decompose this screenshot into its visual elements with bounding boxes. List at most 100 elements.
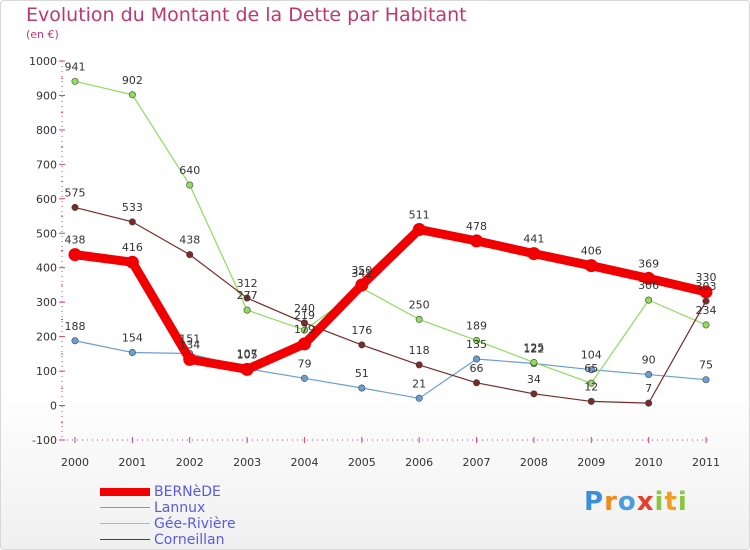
series-1-line bbox=[74, 340, 707, 399]
series-2-point bbox=[128, 91, 136, 99]
series-2-point bbox=[300, 326, 308, 334]
series-3-point bbox=[415, 361, 423, 369]
series-0-data-label: 406 bbox=[581, 245, 602, 258]
series-1-data-label: 79 bbox=[297, 357, 311, 370]
legend: BERNèDE Lannux Gée-Rivière Corneillan bbox=[100, 484, 300, 548]
proxiti-logo[interactable]: Proxiti bbox=[584, 487, 688, 517]
chart-title: Evolution du Montant de la Dette par Hab… bbox=[26, 4, 467, 26]
legend-swatch-gee-riviere bbox=[100, 523, 150, 524]
series-0-data-label: 441 bbox=[523, 233, 544, 246]
legend-label-lannux: Lannux bbox=[154, 500, 206, 516]
series-2-data-label: 234 bbox=[696, 304, 717, 317]
y-tick-label: -100 bbox=[32, 434, 57, 447]
series-2-data-label: 277 bbox=[237, 289, 258, 302]
x-tick-label: 2008 bbox=[520, 456, 548, 469]
series-0-data-label: 416 bbox=[122, 241, 143, 254]
series-2-point bbox=[243, 306, 251, 314]
series-3-data-label: 303 bbox=[696, 280, 717, 293]
series-3-data-label: 7 bbox=[645, 382, 652, 395]
series-1-data-label: 188 bbox=[65, 320, 86, 333]
series-2-point bbox=[645, 296, 653, 304]
series-3-data-label: 66 bbox=[470, 362, 484, 375]
x-tick-label: 2010 bbox=[635, 456, 663, 469]
series-3-line bbox=[74, 206, 707, 404]
x-tick-label: 2009 bbox=[577, 456, 605, 469]
series-0-point bbox=[527, 247, 541, 261]
legend-label-berne: BERNèDE bbox=[154, 484, 221, 500]
series-0-data-label: 478 bbox=[466, 220, 487, 233]
y-tick-label: 0 bbox=[50, 400, 57, 413]
x-tick-label: 2011 bbox=[692, 456, 720, 469]
series-3-point bbox=[186, 251, 194, 259]
y-tick-label: 800 bbox=[36, 124, 57, 137]
y-tick-label: 400 bbox=[36, 262, 57, 275]
series-3-point bbox=[645, 399, 653, 407]
legend-item-lannux: Lannux bbox=[100, 500, 300, 516]
chart-subtitle: (en €) bbox=[26, 28, 59, 41]
x-tick-label: 2001 bbox=[118, 456, 146, 469]
series-0-data-label: 330 bbox=[696, 271, 717, 284]
legend-label-corneillan: Corneillan bbox=[154, 532, 225, 548]
series-3-point bbox=[243, 294, 251, 302]
x-tick-label: 2000 bbox=[61, 456, 89, 469]
series-1-point bbox=[300, 374, 308, 382]
series-2-point bbox=[186, 181, 194, 189]
series-2-point bbox=[415, 315, 423, 323]
series-3-point bbox=[530, 390, 538, 398]
y-tick-label: 900 bbox=[36, 89, 57, 102]
series-2-line bbox=[74, 80, 707, 384]
series-1-data-label: 122 bbox=[523, 343, 544, 356]
series-0-data-label: 105 bbox=[237, 348, 258, 361]
series-3-data-label: 12 bbox=[584, 380, 598, 393]
series-1-data-label: 107 bbox=[237, 348, 258, 361]
series-2-point bbox=[473, 336, 481, 344]
series-3-point bbox=[300, 319, 308, 327]
series-1-point bbox=[645, 371, 653, 379]
series-1-point bbox=[415, 394, 423, 402]
series-2-point bbox=[702, 321, 710, 329]
legend-swatch-lannux bbox=[100, 507, 150, 508]
series-0-point bbox=[699, 285, 713, 299]
legend-item-corneillan: Corneillan bbox=[100, 532, 300, 548]
series-0-point bbox=[125, 255, 139, 269]
series-3-data-label: 34 bbox=[527, 373, 541, 386]
x-tick-label: 2002 bbox=[176, 456, 204, 469]
series-3-data-label: 438 bbox=[179, 234, 200, 247]
legend-item-gee-riviere: Gée-Rivière bbox=[100, 516, 300, 532]
series-1-data-label: 90 bbox=[642, 354, 656, 367]
series-2-point bbox=[587, 379, 595, 387]
series-2-data-label: 640 bbox=[179, 164, 200, 177]
series-2-point bbox=[71, 77, 79, 85]
series-1-point bbox=[358, 384, 366, 392]
series-0-point bbox=[412, 222, 426, 236]
series-1-data-label: 135 bbox=[466, 338, 487, 351]
series-2-data-label: 306 bbox=[638, 279, 659, 292]
y-tick-label: 100 bbox=[36, 365, 57, 378]
y-tick-label: 1000 bbox=[29, 55, 57, 68]
series-2-data-label: 341 bbox=[351, 267, 372, 280]
series-1-data-label: 51 bbox=[355, 367, 369, 380]
series-1-data-label: 21 bbox=[412, 377, 426, 390]
series-1-point bbox=[71, 337, 79, 345]
series-3-data-label: 118 bbox=[409, 344, 430, 357]
y-tick-label: 600 bbox=[36, 193, 57, 206]
series-1-data-label: 104 bbox=[581, 349, 602, 362]
series-0-point bbox=[68, 248, 82, 262]
series-0-point bbox=[584, 259, 598, 273]
series-3-data-label: 575 bbox=[65, 186, 86, 199]
series-2-data-label: 125 bbox=[523, 341, 544, 354]
x-tick-label: 2007 bbox=[463, 456, 491, 469]
y-tick-label: 300 bbox=[36, 296, 57, 309]
series-1-point bbox=[473, 355, 481, 363]
series-1-data-label: 75 bbox=[699, 359, 713, 372]
series-1-data-label: 151 bbox=[179, 333, 200, 346]
series-3-point bbox=[128, 218, 136, 226]
series-0-point bbox=[470, 234, 484, 248]
y-tick-label: 200 bbox=[36, 331, 57, 344]
series-1-point bbox=[702, 376, 710, 384]
series-0-data-label: 438 bbox=[65, 234, 86, 247]
x-tick-label: 2005 bbox=[348, 456, 376, 469]
series-0-line bbox=[74, 224, 708, 374]
y-tick-label: 700 bbox=[36, 158, 57, 171]
series-1-point bbox=[128, 348, 136, 356]
